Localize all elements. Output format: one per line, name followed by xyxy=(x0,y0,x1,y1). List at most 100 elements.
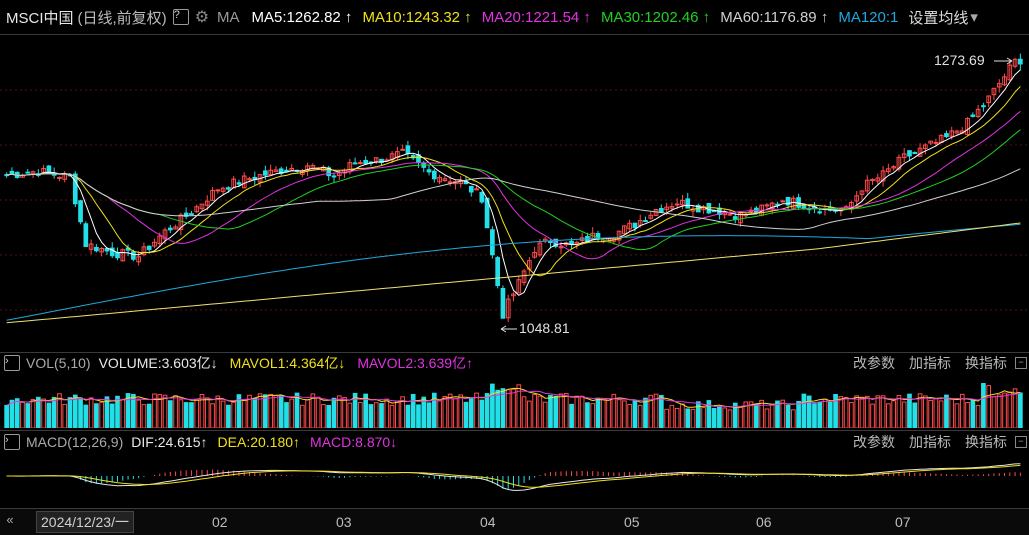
candle-body xyxy=(204,200,210,206)
candle-body xyxy=(88,243,94,250)
macd-title[interactable]: MACD(12,26,9) xyxy=(26,434,124,450)
volume-bar xyxy=(194,399,200,428)
volume-bar xyxy=(215,395,221,428)
macd-add-indicator-button[interactable]: 加指标 xyxy=(909,434,951,450)
volume-bar xyxy=(944,394,949,428)
settings-ma-button[interactable]: 设置均线 xyxy=(908,9,969,27)
volume-bar xyxy=(30,399,36,428)
candle-body xyxy=(25,171,31,174)
volume-bar xyxy=(141,404,147,428)
ma250-line xyxy=(6,222,1021,324)
volume-bar xyxy=(1018,392,1023,428)
volume-bar xyxy=(685,408,691,428)
candle-body xyxy=(896,156,902,170)
volume-bar xyxy=(843,397,849,428)
help-icon[interactable]: ? xyxy=(172,9,189,25)
volume-title[interactable]: VOL(5,10) xyxy=(26,355,91,371)
ma-label[interactable]: MA xyxy=(217,8,240,26)
volume-chart[interactable] xyxy=(0,374,1029,428)
gear-icon[interactable]: ⚙ xyxy=(194,9,210,26)
mavol2-line xyxy=(6,390,1021,408)
volume-bar xyxy=(606,398,611,428)
candle-body xyxy=(358,162,363,165)
macd-change-params-button[interactable]: 改参数 xyxy=(853,434,895,450)
volume-bar xyxy=(769,404,775,428)
volume-bar xyxy=(833,393,838,428)
candle-body xyxy=(1007,64,1013,81)
volume-bar xyxy=(812,403,817,428)
high-price-label: 1273.69 xyxy=(934,52,985,68)
month-label: 07 xyxy=(895,514,911,530)
ma-value-item: MA60:1176.89 ↑ xyxy=(720,8,829,26)
volume-bar xyxy=(115,395,120,428)
ma30-line xyxy=(6,129,1021,251)
volume-bar xyxy=(674,407,680,428)
volume-bar xyxy=(970,398,976,428)
volume-bar xyxy=(775,400,780,428)
volume-bar xyxy=(273,394,279,428)
low-price-label: 1048.81 xyxy=(519,320,570,336)
volume-bar xyxy=(173,395,178,428)
volume-bar xyxy=(717,406,722,428)
ma-value-item: MA30:1202.46 ↑ xyxy=(600,8,711,26)
volume-bar xyxy=(558,393,564,428)
change-params-button[interactable]: 改参数 xyxy=(853,355,895,371)
scroll-left-icon[interactable]: « xyxy=(6,512,14,527)
candle-body xyxy=(922,144,928,149)
volume-bar xyxy=(579,395,585,428)
switch-indicator-button[interactable]: 换指标 xyxy=(965,355,1007,371)
volume-bar xyxy=(294,392,300,428)
add-indicator-button[interactable]: 加指标 xyxy=(909,355,951,371)
candle-body xyxy=(46,165,52,173)
ma-value-item: MA10:1243.32 ↑ xyxy=(362,8,472,26)
candle-body xyxy=(490,229,495,256)
volume-bar xyxy=(384,398,390,428)
volume-bar xyxy=(278,395,284,428)
volume-bar xyxy=(120,398,126,428)
candle-body xyxy=(72,173,78,205)
macd-buttons: 改参数 加指标 换指标 xyxy=(853,432,1007,452)
volume-bar xyxy=(738,406,743,428)
candle-body xyxy=(167,227,173,231)
volume-bar xyxy=(442,395,448,428)
candle-body xyxy=(933,141,939,144)
minimize-macd-icon[interactable]: − xyxy=(1015,436,1027,448)
macd-chart[interactable] xyxy=(0,454,1029,508)
volume-bar xyxy=(379,403,384,428)
volume-bar xyxy=(928,399,933,428)
macd-switch-indicator-button[interactable]: 换指标 xyxy=(965,434,1007,450)
volume-bar xyxy=(358,402,363,428)
volume-bar xyxy=(790,409,796,428)
volume-bar xyxy=(542,401,548,428)
candle-body xyxy=(732,216,738,220)
header-divider xyxy=(0,34,1029,35)
candle-body xyxy=(970,114,976,117)
chevron-down-icon[interactable]: ▾ xyxy=(970,9,978,26)
candle-body xyxy=(431,170,437,180)
volume-bar xyxy=(849,402,854,428)
volume-bar xyxy=(231,401,237,428)
candle-body xyxy=(352,162,358,165)
candle-body xyxy=(511,293,516,297)
instrument-name[interactable]: MSCI中国 xyxy=(6,9,74,27)
candle-body xyxy=(854,195,860,202)
volume-bar xyxy=(896,395,902,428)
volume-bar xyxy=(743,401,749,428)
indicator-header: MSCI中国 (日线,前复权) ? ⚙ MA MA5:1262.82 ↑ MA10… xyxy=(0,0,1029,34)
collapse-macd-icon[interactable]: › xyxy=(4,434,20,450)
volume-bar xyxy=(183,402,189,428)
candle-body xyxy=(627,222,632,230)
minimize-volume-icon[interactable]: − xyxy=(1015,357,1027,369)
price-chart[interactable]: 1273.69 1048.81 xyxy=(0,35,1029,353)
candle-body xyxy=(305,165,310,171)
candle-body xyxy=(99,248,105,253)
ma-value-item: MA5:1262.82 ↑ xyxy=(251,8,353,26)
volume-bar xyxy=(83,404,89,428)
candle-body xyxy=(468,185,474,193)
volume-bar xyxy=(152,393,157,428)
collapse-volume-icon[interactable]: › xyxy=(4,355,20,371)
candle-body xyxy=(136,256,141,263)
candle-body xyxy=(1012,58,1018,67)
volume-bar xyxy=(51,396,57,428)
ma-values: MA5:1262.82 ↑ MA10:1243.32 ↑ MA20:1221.54 … xyxy=(252,9,909,26)
